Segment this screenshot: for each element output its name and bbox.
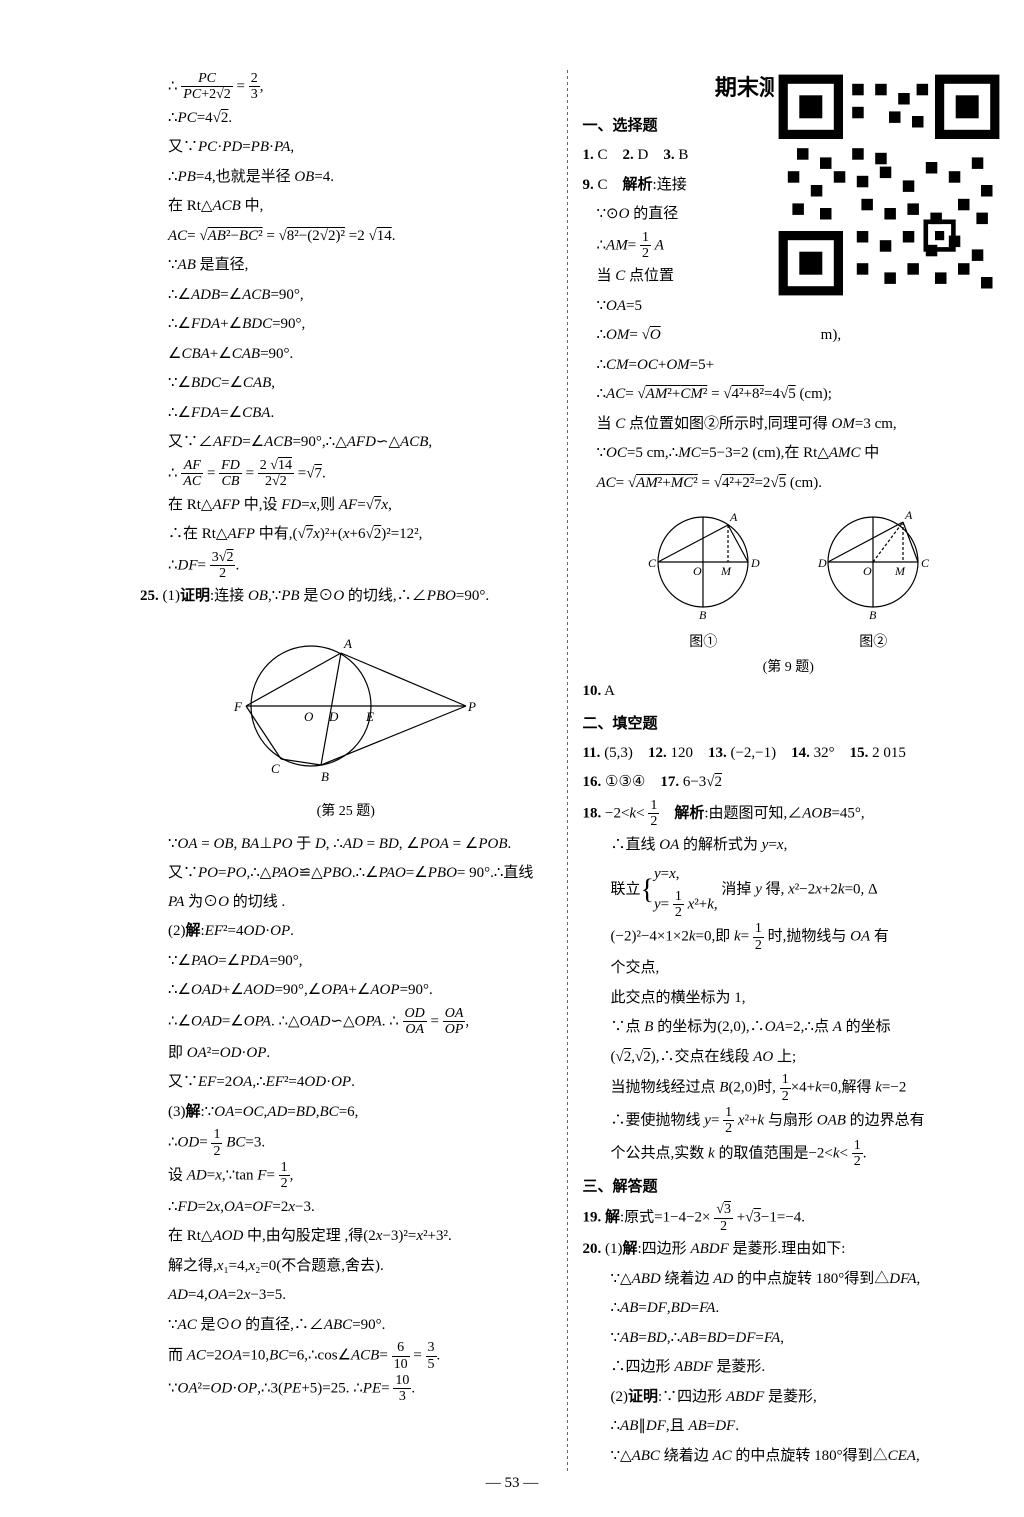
svg-text:M: M	[894, 564, 906, 578]
q18-line: 当抛物线经过点 B(2,0)时, 12×4+k=0,解得 k=−2	[583, 1072, 995, 1104]
q18-line: 个交点,	[583, 954, 995, 983]
math-line: ∴FD=2x,OA=OF=2x−3.	[140, 1193, 552, 1222]
svg-text:E: E	[365, 709, 374, 724]
q20-line: ∵△ABD 绕着边 AD 的中点旋转 180°得到△DFA,	[583, 1265, 995, 1294]
svg-text:B: B	[699, 608, 707, 622]
math-line: (2)解:EF²=4OD·OP.	[140, 917, 552, 946]
fig9-caption: (第 9 题)	[583, 656, 995, 676]
svg-text:D: D	[328, 709, 339, 724]
figure-9: A C O M D B 图① A	[583, 507, 995, 651]
q18-intro: 18. −2<k< 12 解析:由题图可知,∠AOB=45°,	[583, 798, 995, 830]
q20-line: ∴四边形 ABDF 是菱形.	[583, 1353, 995, 1382]
math-line: 又∵EF=2OA,∴EF²=4OD·OP.	[140, 1068, 552, 1097]
math-line: (3)解:∵OA=OC,AD=BD,BC=6,	[140, 1098, 552, 1127]
fig9-right-label: 图②	[803, 631, 943, 651]
q20-line: ∵AB=BD,∴AB=BD=DF=FA,	[583, 1324, 995, 1353]
math-line: ∵AC 是⊙O 的直径,∴∠ABC=90°.	[140, 1311, 552, 1340]
figure-25-caption: (第 25 题)	[140, 800, 552, 820]
svg-text:O: O	[693, 564, 702, 578]
q9-line: ∴OM= √Om),	[583, 321, 995, 350]
svg-text:A: A	[904, 508, 913, 522]
svg-text:A: A	[343, 636, 352, 651]
svg-text:D: D	[817, 556, 827, 570]
math-line: ∴ AFAC = FDCB = 2 √142√2 =√7.	[140, 458, 552, 490]
math-line: ∴PC=4√2.	[140, 104, 552, 133]
q18-line: 联立{y=x,y= 12 x²+k, 消掉 y 得, x²−2x+2k=0, Δ	[583, 860, 995, 920]
math-line: 而 AC=2OA=10,BC=6,∴cos∠ACB= 610 = 35.	[140, 1340, 552, 1372]
q18-line: ∴直线 OA 的解析式为 y=x,	[583, 831, 995, 860]
math-line: ∠CBA+∠CAB=90°.	[140, 340, 552, 369]
math-line: 解之得,x₁=4,x₂=0(不合题意,舍去).	[140, 1252, 552, 1281]
q20-line: 20. (1)解:四边形 ABDF 是菱形.理由如下:	[583, 1235, 995, 1264]
math-line: ∵∠PAO=∠PDA=90°,	[140, 947, 552, 976]
q20-line: (2)证明:∵四边形 ABDF 是菱形,	[583, 1383, 995, 1412]
math-line: ∵AB 是直径,	[140, 251, 552, 280]
math-line: ∴∠FDA+∠BDC=90°,	[140, 310, 552, 339]
q9-line: ∴AC= √AM²+CM² = √4²+8²=4√5 (cm);	[583, 380, 995, 409]
q19: 19. 解:原式=1−4−2× √32 +√3−1=−4.	[583, 1202, 995, 1234]
math-line: 设 AD=x,∵tan F= 12,	[140, 1160, 552, 1192]
q25-intro: 25. (1)证明:连接 OB,∵PB 是⊙O 的切线,∴∠PBO=90°.	[140, 582, 552, 611]
math-line: AC= √AB²−BC² = √8²−(2√2)² =2 √14.	[140, 222, 552, 251]
math-line: 在 Rt△ACB 中,	[140, 192, 552, 221]
section-3: 三、解答题	[583, 1175, 995, 1196]
q18-line: (√2,√2),∴交点在线段 AO 上;	[583, 1043, 995, 1072]
math-line: 即 OA²=OD·OP.	[140, 1039, 552, 1068]
figure-25: A F O D E P C B (第 25 题)	[140, 621, 552, 820]
svg-text:D: D	[750, 556, 760, 570]
math-line: ∴ PCPC+2√2 = 23,	[140, 71, 552, 103]
column-divider	[567, 70, 568, 1471]
q9-line: AC= √AM²+MC² = √4²+2²=2√5 (cm).	[583, 469, 995, 498]
math-line: ∴DF= 3√22.	[140, 550, 552, 582]
q9-line: ∴CM=OC+OM=5+	[583, 351, 995, 380]
svg-text:B: B	[321, 769, 329, 784]
q18-line: ∴要使抛物线 y= 12 x²+k 与扇形 OAB 的边界总有	[583, 1105, 995, 1137]
svg-text:O: O	[304, 709, 314, 724]
fig9-left-label: 图①	[633, 631, 773, 651]
svg-text:C: C	[271, 761, 280, 776]
right-column: 期末测试卷(一)	[583, 70, 995, 1471]
q10: 10. A	[583, 677, 995, 706]
qr-code	[774, 70, 1004, 300]
math-line: 在 Rt△AFP 中,设 FD=x,则 AF=√7x,	[140, 491, 552, 520]
math-line: ∴PB=4,也就是半径 OB=4.	[140, 163, 552, 192]
q9-line: 当 C 点位置如图②所示时,同理可得 OM=3 cm,	[583, 410, 995, 439]
left-column: ∴ PCPC+2√2 = 23, ∴PC=4√2. 又∵PC·PD=PB·PA,…	[140, 70, 552, 1471]
math-line: ∵OA²=OD·OP,∴3(PE+5)=25. ∴PE= 103.	[140, 1373, 552, 1405]
math-line: 又∵∠AFD=∠ACB=90°,∴△AFD∽△ACB,	[140, 428, 552, 457]
math-line: ∴∠FDA=∠CBA.	[140, 399, 552, 428]
q9-line: ∵OC=5 cm,∴MC=5−3=2 (cm),在 Rt△AMC 中	[583, 439, 995, 468]
q20-line: ∴AB=DF,BD=FA.	[583, 1294, 995, 1323]
math-line: AD=4,OA=2x−3=5.	[140, 1281, 552, 1310]
fill-answers: 11. (5,3) 12. 120 13. (−2,−1) 14. 32° 15…	[583, 739, 995, 768]
q18-line: 此交点的横坐标为 1,	[583, 984, 995, 1013]
svg-text:C: C	[648, 556, 657, 570]
fill-answers: 16. ①③④ 17. 6−3√2	[583, 768, 995, 797]
q20-line: ∵△ABC 绕着边 AC 的中点旋转 180°得到△CEA,	[583, 1442, 995, 1471]
q18-line: ∵点 B 的坐标为(2,0),∴OA=2,∴点 A 的坐标	[583, 1013, 995, 1042]
math-line: ∵∠BDC=∠CAB,	[140, 369, 552, 398]
math-line: ∴在 Rt△AFP 中有,(√7x)²+(x+6√2)²=12²,	[140, 520, 552, 549]
svg-text:O: O	[863, 564, 872, 578]
svg-text:M: M	[720, 564, 732, 578]
page-number: — 53 —	[486, 1475, 539, 1492]
svg-text:A: A	[729, 510, 738, 524]
q18-line: 个公共点,实数 k 的取值范围是−2<k< 12.	[583, 1138, 995, 1170]
math-line: 在 Rt△AOD 中,由勾股定理 ,得(2x−3)²=x²+3².	[140, 1222, 552, 1251]
svg-text:C: C	[921, 556, 930, 570]
math-line: ∴∠OAD+∠AOD=90°,∠OPA+∠AOP=90°.	[140, 976, 552, 1005]
math-line: 又∵PC·PD=PB·PA,	[140, 133, 552, 162]
math-line: 又∵PO=PO,∴△PAO≌△PBO.∴∠PAO=∠PBO= 90°.∴直线 P…	[140, 859, 552, 916]
svg-text:P: P	[467, 699, 476, 714]
math-line: ∴∠OAD=∠OPA. ∴△OAD∽△OPA. ∴ ODOA = OAOP,	[140, 1006, 552, 1038]
q20-line: ∴AB∥DF,且 AB=DF.	[583, 1412, 995, 1441]
svg-text:F: F	[233, 699, 243, 714]
math-line: ∴OD= 12 BC=3.	[140, 1127, 552, 1159]
q18-line: (−2)²−4×1×2k=0,即 k= 12 时,抛物线与 OA 有	[583, 921, 995, 953]
svg-text:B: B	[869, 608, 877, 622]
math-line: ∵OA = OB, BA⊥PO 于 D, ∴AD = BD, ∠POA = ∠P…	[140, 830, 552, 859]
section-2: 二、填空题	[583, 712, 995, 733]
math-line: ∴∠ADB=∠ACB=90°,	[140, 281, 552, 310]
